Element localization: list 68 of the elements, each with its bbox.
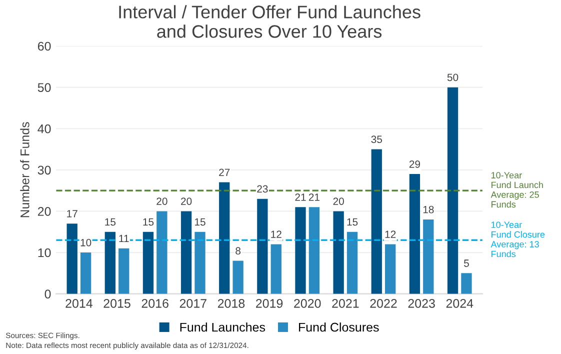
y-tick-label: 60: [38, 42, 51, 51]
bar: [156, 211, 168, 294]
bar: [308, 207, 320, 294]
data-label: 12: [271, 230, 282, 238]
x-tick-label: 2017: [180, 299, 206, 308]
data-label: 21: [308, 193, 320, 201]
bar: [104, 232, 116, 294]
y-tick-label: 10: [38, 248, 51, 258]
bar: [194, 232, 206, 294]
bar: [257, 198, 268, 294]
data-label: 50: [447, 74, 458, 82]
data-label: 5: [464, 260, 469, 267]
y-tick-label: 30: [38, 166, 51, 175]
bar: [461, 273, 472, 294]
y-tick-label: 40: [38, 124, 51, 134]
data-label: 27: [219, 168, 230, 176]
data-label: 21: [295, 193, 306, 201]
data-label: 20: [333, 198, 344, 205]
x-tick-label: 2015: [104, 299, 130, 308]
data-label: 20: [181, 198, 192, 205]
bar: [219, 182, 230, 294]
x-tick-label: 2024: [446, 299, 474, 308]
data-label: 15: [195, 218, 206, 226]
data-label: 18: [423, 206, 434, 214]
bar: [371, 149, 382, 294]
y-axis-title: Number of Funds: [20, 122, 30, 218]
bar: [295, 207, 306, 294]
bar: [333, 211, 344, 294]
y-tick-label: 20: [38, 207, 51, 216]
data-label: 8: [236, 247, 241, 255]
y-tick-label: 0: [44, 290, 51, 298]
bar: [142, 232, 154, 294]
data-label: 10: [80, 238, 92, 246]
x-tick-label: 2020: [294, 299, 321, 308]
data-label: 12: [385, 230, 396, 238]
chart-title: Interval / Tender Offer Fund Launches and Closures Over 10 Years: [119, 5, 420, 38]
x-tick-label: 2023: [408, 299, 435, 308]
bar: [346, 232, 358, 294]
bar: [80, 252, 92, 294]
x-tick-label: 2019: [256, 299, 283, 308]
data-label: 35: [371, 136, 382, 144]
x-tick-label: 2022: [370, 299, 397, 308]
data-label: 15: [105, 218, 116, 226]
bar: [409, 174, 420, 294]
ref-line-label: 10-Year Fund Launch Average: 25 Funds: [490, 172, 543, 208]
bar: [232, 260, 244, 294]
x-tick-label: 2014: [66, 299, 92, 308]
data-label: 11: [119, 234, 129, 242]
data-label: 23: [257, 185, 268, 193]
bar: [423, 219, 434, 294]
data-label: 20: [156, 198, 168, 205]
data-label: 15: [347, 218, 358, 226]
x-tick-label: 2021: [332, 299, 359, 308]
bar: [118, 248, 130, 294]
x-tick-label: 2016: [142, 299, 168, 308]
ref-line-label: 10-Year Fund Closure Average: 13 Funds: [490, 222, 545, 258]
bar: [385, 244, 396, 294]
legend-label: Fund Closures: [299, 322, 379, 332]
bar: [447, 87, 458, 294]
bar: [270, 244, 282, 294]
bar: [66, 224, 78, 294]
data-label: 17: [67, 210, 78, 218]
data-label: 15: [143, 218, 154, 226]
data-label: 29: [409, 160, 420, 168]
bar: [180, 211, 192, 294]
y-tick-label: 50: [38, 83, 51, 92]
x-tick-label: 2018: [218, 299, 245, 308]
legend-label: Fund Launches: [180, 322, 266, 332]
